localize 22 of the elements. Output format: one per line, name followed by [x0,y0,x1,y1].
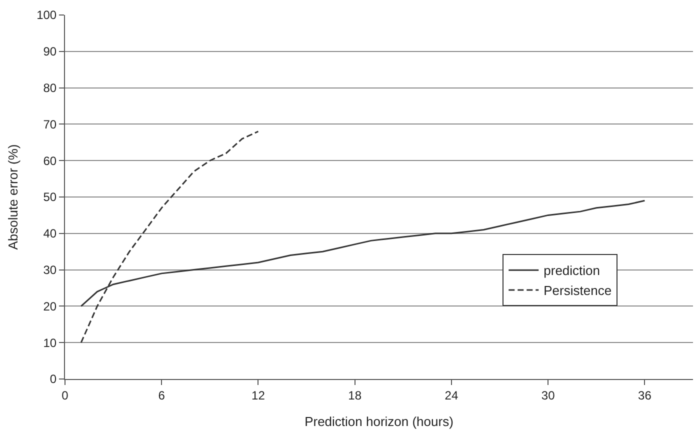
legend-label: prediction [544,263,600,278]
y-tick-label: 60 [43,154,57,168]
y-tick-label: 70 [43,117,57,132]
y-tick-label: 90 [43,44,57,59]
legend-label: Persistence [544,283,612,298]
y-tick-label: 50 [43,190,57,204]
y-tick-label: 0 [50,372,57,386]
y-tick-label: 80 [43,81,57,95]
y-tick-label: 40 [43,226,57,241]
x-axis-title: Prediction horizon (hours) [304,414,454,429]
x-tick-label: 18 [348,388,362,402]
x-tick-label: 24 [444,388,458,402]
x-tick-label: 12 [252,388,266,402]
y-tick-label: 30 [43,263,57,277]
x-tick-label: 6 [158,388,166,402]
x-tick-label: 0 [62,388,69,402]
y-tick-label: 10 [43,336,57,350]
x-tick-label: 36 [638,388,652,402]
y-tick-label: 100 [36,8,57,22]
y-tick-label: 20 [43,299,57,314]
x-tick-label: 30 [541,388,556,402]
y-axis-title: Absolute error (%) [6,144,21,250]
